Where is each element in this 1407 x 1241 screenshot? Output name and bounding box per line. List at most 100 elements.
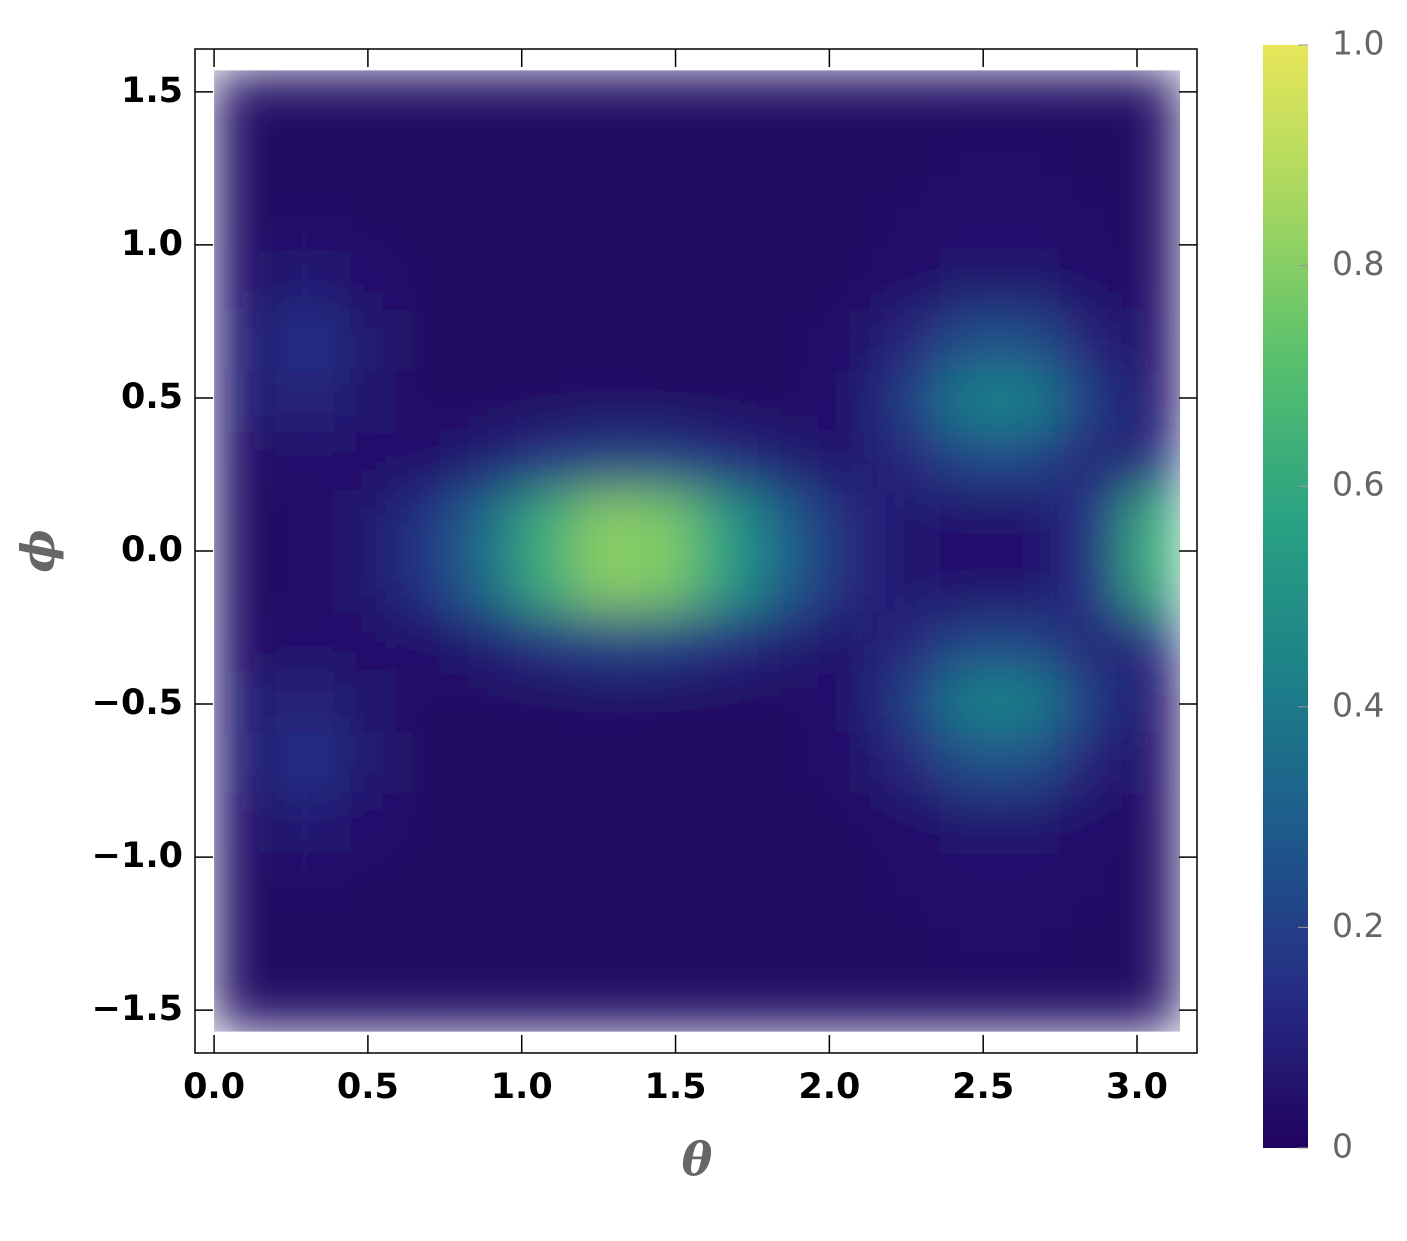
heat-cell <box>696 369 760 433</box>
heat-cell <box>395 669 458 733</box>
heat-cell <box>816 850 880 913</box>
heat-cell <box>758 850 818 913</box>
heat-cell <box>998 70 1061 133</box>
heat-cell <box>214 669 277 733</box>
heatmap <box>214 70 1181 1032</box>
heat-cell <box>635 250 698 310</box>
heat-cell <box>395 792 458 852</box>
heat-cell <box>998 489 1061 552</box>
heat-cell <box>939 250 1000 310</box>
y-axis-label: ϕ <box>11 529 65 572</box>
heat-cell <box>275 850 335 913</box>
heat-cell <box>758 669 818 733</box>
heat-cell <box>816 792 880 852</box>
heat-cell <box>576 250 637 310</box>
heat-cell <box>878 250 941 310</box>
heat-cell <box>758 131 818 191</box>
heat-cell <box>998 731 1061 794</box>
x-tick-label: 1.5 <box>645 1067 707 1107</box>
heat-cell <box>214 489 277 552</box>
heat-cell <box>1121 489 1181 552</box>
heat-cell <box>333 189 397 252</box>
heat-cell <box>275 611 335 671</box>
heat-cell <box>275 308 335 371</box>
heat-cell <box>878 70 941 133</box>
colorbar-tick-label: 1.0 <box>1332 24 1384 63</box>
heat-cell <box>1121 911 1181 971</box>
heat-cell <box>515 189 578 252</box>
y-tick-label: 0.0 <box>121 530 183 570</box>
heat-cell <box>515 431 578 491</box>
heat-cell <box>333 431 397 491</box>
heat-cell <box>395 731 458 794</box>
heat-cell <box>395 969 458 1032</box>
heat-cell <box>515 250 578 310</box>
heat-cell <box>214 308 277 371</box>
heat-cell <box>214 911 277 971</box>
heat-cell <box>275 70 335 133</box>
heat-cell <box>333 369 397 433</box>
heat-cell <box>576 489 637 552</box>
heat-cell <box>456 731 517 794</box>
heat-cell <box>515 550 578 613</box>
heat-cell <box>456 911 517 971</box>
heat-cell <box>816 611 880 671</box>
heat-cell <box>758 550 818 613</box>
heat-cell <box>696 611 760 671</box>
heat-cell <box>275 969 335 1032</box>
heat-cell <box>515 70 578 133</box>
heat-cell <box>515 489 578 552</box>
y-tick-label: −1.0 <box>92 836 183 876</box>
heat-cell <box>1059 308 1123 371</box>
heat-cell <box>275 792 335 852</box>
heat-cell <box>214 369 277 433</box>
heat-cell <box>758 911 818 971</box>
heat-cell <box>939 850 1000 913</box>
heat-cell <box>333 489 397 552</box>
heat-cell <box>816 489 880 552</box>
heat-cell <box>395 369 458 433</box>
y-tick-label: 1.5 <box>121 71 183 111</box>
heat-cell <box>333 550 397 613</box>
heat-cell <box>758 250 818 310</box>
heat-cell <box>939 369 1000 433</box>
heat-cell <box>816 969 880 1032</box>
heat-cell <box>878 969 941 1032</box>
heat-cell <box>696 792 760 852</box>
heat-cell <box>939 669 1000 733</box>
heat-cell <box>1059 369 1123 433</box>
heat-cell <box>635 669 698 733</box>
heat-cell <box>515 731 578 794</box>
heat-cell <box>1121 308 1181 371</box>
y-tick-label: −1.5 <box>92 989 183 1029</box>
heat-cell <box>1121 850 1181 913</box>
heat-cell <box>456 850 517 913</box>
heat-cell <box>939 911 1000 971</box>
heat-cell <box>214 250 277 310</box>
heat-cell <box>214 189 277 252</box>
heat-cell <box>696 731 760 794</box>
heat-cell <box>275 369 335 433</box>
heat-cell <box>878 911 941 971</box>
heat-cell <box>998 131 1061 191</box>
y-tick-label: 1.0 <box>121 224 183 264</box>
heat-cell <box>878 369 941 433</box>
heat-cell <box>939 431 1000 491</box>
y-tick-label: 0.5 <box>121 377 183 417</box>
heat-cell <box>998 369 1061 433</box>
heat-cell <box>456 308 517 371</box>
heat-cell <box>998 431 1061 491</box>
heat-cell <box>456 189 517 252</box>
heat-cell <box>696 250 760 310</box>
heat-cell <box>1059 550 1123 613</box>
heat-cell <box>696 131 760 191</box>
heat-cell <box>998 669 1061 733</box>
heat-cell <box>1121 669 1181 733</box>
heat-cell <box>456 611 517 671</box>
heat-cell <box>878 850 941 913</box>
heat-cell <box>998 850 1061 913</box>
colorbar-tick-label: 0 <box>1332 1127 1353 1166</box>
heat-cell <box>456 70 517 133</box>
heat-cell <box>939 969 1000 1032</box>
heat-cell <box>1121 189 1181 252</box>
